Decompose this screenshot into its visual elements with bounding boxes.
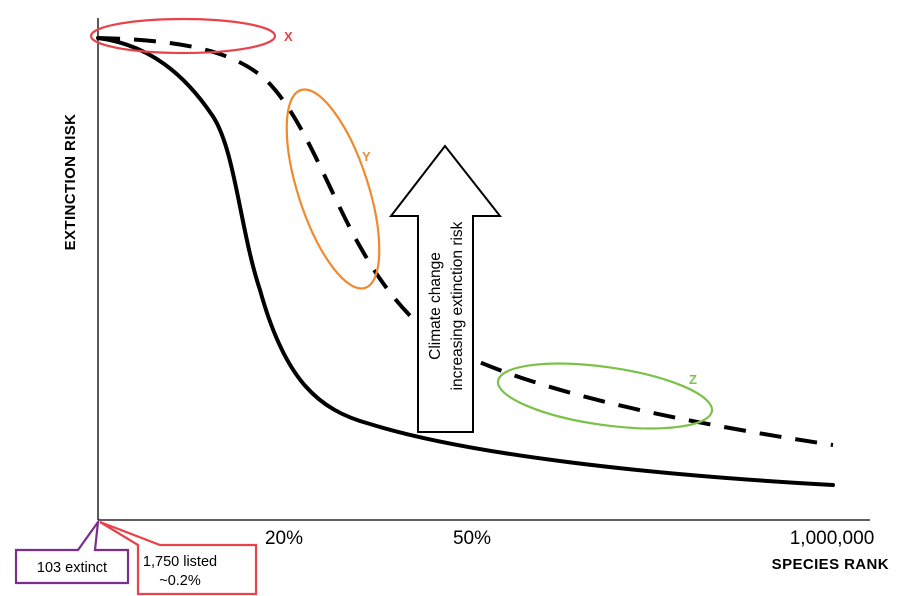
y-axis-title: EXTINCTION RISK xyxy=(62,114,79,251)
label-y: Y xyxy=(362,149,371,164)
ellipse-x xyxy=(89,17,277,55)
x-tick-label-1000000: 1,000,000 xyxy=(790,528,875,549)
extinct-callout-text: 103 extinct xyxy=(37,560,107,576)
listed-callout-line2: ~0.2% xyxy=(159,573,201,589)
x-axis-title: SPECIES RANK xyxy=(772,556,889,573)
listed-callout-box xyxy=(99,520,258,596)
extinct-callout-box xyxy=(14,517,130,585)
listed-callout-line1: 1,750 listed xyxy=(143,554,217,570)
x-tick-label-20pct: 20% xyxy=(265,528,303,549)
arrow-text-line1: Climate change xyxy=(427,252,444,360)
label-z: Z xyxy=(689,372,697,387)
climate-risk-curve xyxy=(97,36,834,447)
ellipse-y xyxy=(285,88,381,290)
arrow-text-line2: increasing extinction risk xyxy=(449,221,466,390)
label-x: X xyxy=(284,29,293,44)
x-tick-label-50pct: 50% xyxy=(453,528,491,549)
ellipse-z xyxy=(496,362,714,430)
climate-change-arrow xyxy=(388,144,503,433)
current-risk-curve xyxy=(96,36,835,487)
